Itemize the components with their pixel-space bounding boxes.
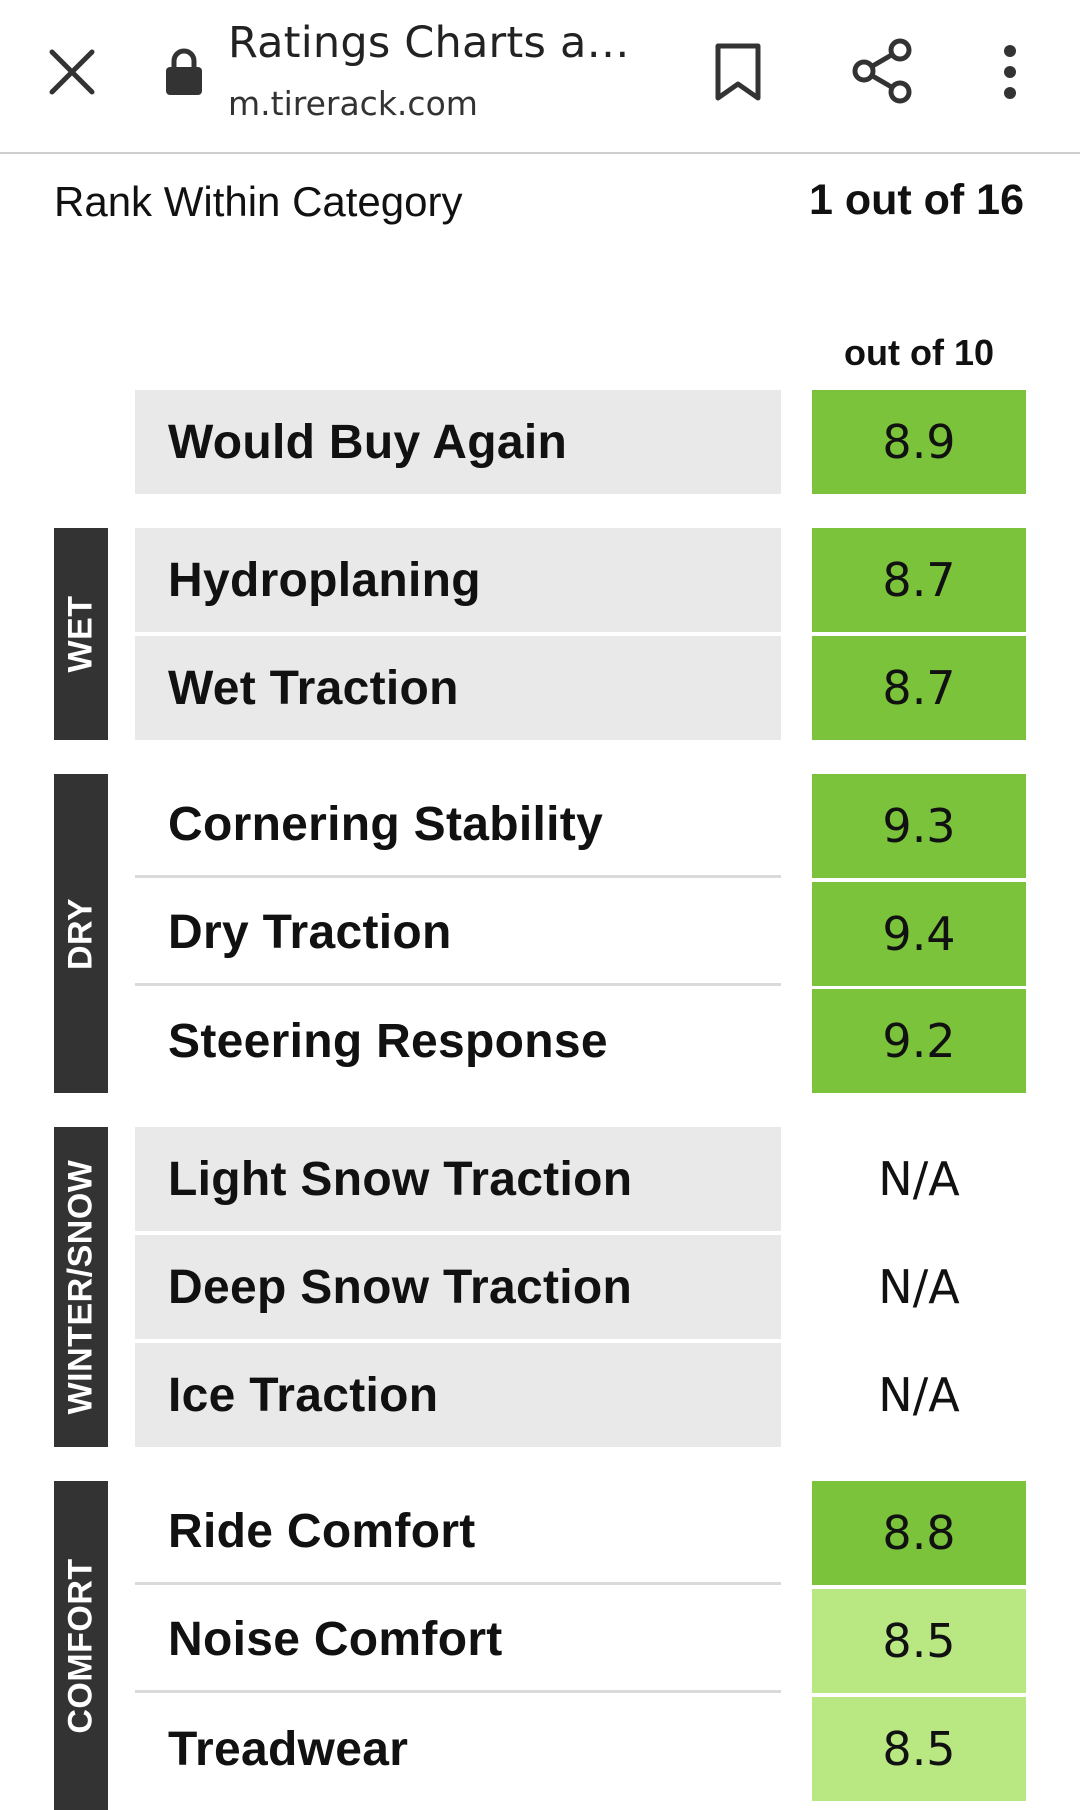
rating-label-ride-comfort: Ride Comfort bbox=[135, 1481, 781, 1585]
group-label-wet: WET bbox=[61, 595, 100, 673]
group-label-winter-snow: WINTER/SNOW bbox=[61, 1159, 100, 1415]
group-tab-winter-snow: WINTER/SNOW bbox=[54, 1127, 108, 1447]
rating-label-cornering-stability: Cornering Stability bbox=[135, 774, 781, 878]
rating-label-hydroplaning: Hydroplaning bbox=[135, 528, 781, 632]
rating-label-light-snow-traction: Light Snow Traction bbox=[135, 1127, 781, 1231]
bookmark-icon[interactable] bbox=[712, 42, 764, 102]
rating-value-would-buy-again: 8.9 bbox=[812, 390, 1026, 494]
rating-label-deep-snow-traction: Deep Snow Traction bbox=[135, 1235, 781, 1339]
rating-value-wet-traction: 8.7 bbox=[812, 636, 1026, 740]
page-url[interactable]: m.tirerack.com bbox=[228, 84, 478, 123]
rating-label-would-buy-again: Would Buy Again bbox=[135, 390, 781, 494]
rating-label-noise-comfort: Noise Comfort bbox=[135, 1589, 781, 1693]
rating-label-treadwear: Treadwear bbox=[168, 1722, 409, 1776]
share-icon[interactable] bbox=[850, 38, 914, 104]
scale-label: out of 10 bbox=[844, 332, 994, 373]
lock-icon bbox=[166, 48, 202, 95]
rating-label-wet-traction: Wet Traction bbox=[135, 636, 781, 740]
rating-value-ride-comfort: 8.8 bbox=[812, 1481, 1026, 1585]
rank-value: 1 out of 16 bbox=[808, 176, 1024, 224]
rating-value-dry-traction: 9.4 bbox=[812, 882, 1026, 986]
rating-value-steering-response: 9.2 bbox=[812, 989, 1026, 1093]
page-title[interactable]: Ratings Charts an… bbox=[228, 18, 648, 68]
rank-label: Rank Within Category bbox=[54, 178, 463, 225]
close-icon[interactable] bbox=[44, 44, 100, 100]
group-label-comfort: COMFORT bbox=[61, 1557, 100, 1734]
rating-value-treadwear: 8.5 bbox=[812, 1697, 1026, 1801]
browser-toolbar: Ratings Charts an… m.tirerack.com bbox=[0, 0, 1080, 154]
group-tab-dry: DRY bbox=[54, 774, 108, 1093]
rating-label-steering-response: Steering Response bbox=[168, 1014, 608, 1068]
rating-value-light-snow-traction: N/A bbox=[878, 1152, 960, 1206]
group-label-dry: DRY bbox=[61, 897, 100, 970]
more-vert-icon[interactable] bbox=[992, 42, 1028, 102]
rating-value-deep-snow-traction: N/A bbox=[878, 1260, 960, 1314]
rating-value-noise-comfort: 8.5 bbox=[812, 1589, 1026, 1693]
rating-value-hydroplaning: 8.7 bbox=[812, 528, 1026, 632]
group-tab-comfort: COMFORT bbox=[54, 1481, 108, 1810]
rating-label-ice-traction: Ice Traction bbox=[135, 1343, 781, 1447]
group-tab-wet: WET bbox=[54, 528, 108, 740]
rating-value-ice-traction: N/A bbox=[878, 1368, 960, 1422]
rating-label-dry-traction: Dry Traction bbox=[135, 882, 781, 986]
rating-value-cornering-stability: 9.3 bbox=[812, 774, 1026, 878]
